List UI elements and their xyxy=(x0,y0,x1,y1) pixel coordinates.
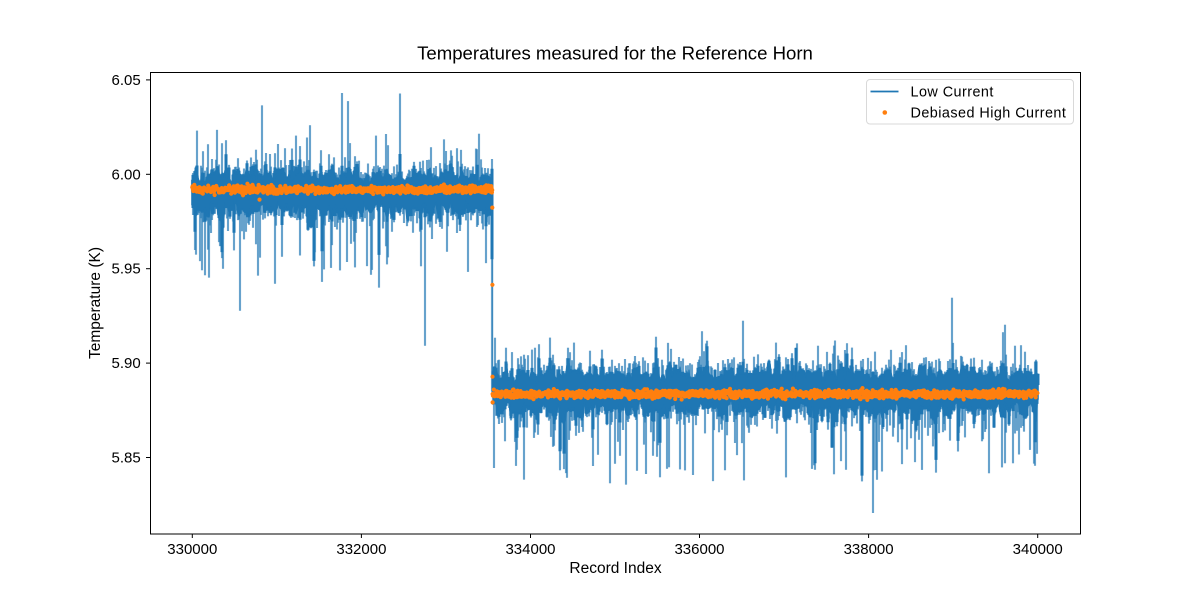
svg-text:Temperature (K): Temperature (K) xyxy=(87,247,104,359)
svg-text:Debiased High Current: Debiased High Current xyxy=(911,105,1067,121)
svg-text:Record Index: Record Index xyxy=(569,560,661,577)
svg-text:340000: 340000 xyxy=(1013,541,1063,558)
svg-text:6.05: 6.05 xyxy=(111,72,140,89)
svg-text:332000: 332000 xyxy=(336,541,386,558)
svg-text:336000: 336000 xyxy=(674,541,724,558)
svg-text:5.90: 5.90 xyxy=(111,355,140,372)
svg-text:330000: 330000 xyxy=(167,541,217,558)
svg-text:5.95: 5.95 xyxy=(111,261,140,278)
svg-text:5.85: 5.85 xyxy=(111,450,140,467)
svg-text:338000: 338000 xyxy=(844,541,894,558)
svg-text:6.00: 6.00 xyxy=(111,166,140,183)
svg-text:334000: 334000 xyxy=(505,541,555,558)
svg-text:Temperatures measured for the: Temperatures measured for the Reference … xyxy=(417,43,813,64)
svg-text:Low Current: Low Current xyxy=(911,84,994,100)
